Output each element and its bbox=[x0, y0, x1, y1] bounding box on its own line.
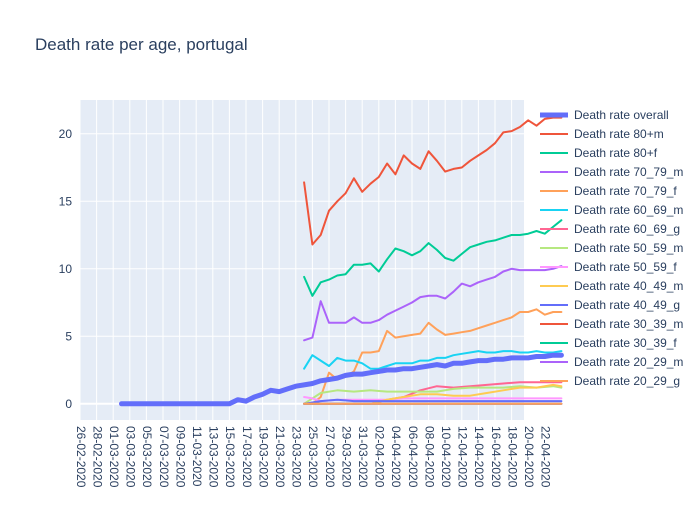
x-tick-label: 14-04-2020 bbox=[472, 426, 486, 488]
legend-label: Death rate 30_39_m bbox=[574, 317, 683, 331]
legend-label: Death rate 80+f bbox=[574, 146, 658, 160]
legend-label: Death rate 60_69_m bbox=[574, 203, 683, 217]
x-tick-label: 04-04-2020 bbox=[389, 426, 403, 488]
x-tick-label: 11-03-2020 bbox=[190, 426, 204, 487]
legend-label: Death rate 20_29_g bbox=[574, 374, 680, 388]
legend-item[interactable]: Death rate 60_69_g bbox=[540, 222, 680, 236]
legend-label: Death rate 20_29_m bbox=[574, 355, 683, 369]
x-tick-label: 10-04-2020 bbox=[439, 426, 453, 488]
chart-title: Death rate per age, portugal bbox=[35, 35, 248, 54]
legend-label: Death rate 40_49_g bbox=[574, 298, 680, 312]
legend-label: Death rate 80+m bbox=[574, 127, 664, 141]
y-tick-label: 20 bbox=[59, 127, 73, 141]
x-tick-label: 02-04-2020 bbox=[373, 426, 387, 488]
x-tick-label: 28-02-2020 bbox=[90, 426, 104, 488]
x-tick-label: 08-04-2020 bbox=[422, 426, 436, 488]
legend-item[interactable]: Death rate 50_59_m bbox=[540, 241, 683, 255]
legend-label: Death rate overall bbox=[574, 108, 669, 122]
legend-item[interactable]: Death rate 80+f bbox=[540, 146, 658, 160]
legend-item[interactable]: Death rate 30_39_m bbox=[540, 317, 683, 331]
x-tick-label: 05-03-2020 bbox=[140, 426, 154, 488]
y-tick-label: 10 bbox=[59, 262, 73, 276]
series-line-death-rate-80-m bbox=[303, 116, 563, 246]
legend-label: Death rate 30_39_f bbox=[574, 336, 677, 350]
y-tick-label: 15 bbox=[59, 194, 73, 208]
series-line-death-rate-60-69-m bbox=[303, 350, 563, 370]
legend-item[interactable]: Death rate 20_29_g bbox=[540, 374, 680, 388]
x-tick-label: 16-04-2020 bbox=[489, 426, 503, 488]
x-tick-label: 07-03-2020 bbox=[157, 426, 171, 488]
x-tick-label: 01-03-2020 bbox=[107, 426, 121, 488]
x-tick-label: 22-04-2020 bbox=[539, 426, 553, 488]
legend-label: Death rate 50_59_m bbox=[574, 241, 683, 255]
x-tick-label: 18-04-2020 bbox=[505, 426, 519, 488]
x-tick-label: 21-03-2020 bbox=[273, 426, 287, 488]
legend[interactable]: Death rate overall Death rate 80+m Death r… bbox=[540, 108, 683, 388]
x-tick-label: 27-03-2020 bbox=[323, 426, 337, 488]
x-tick-label: 06-04-2020 bbox=[406, 426, 420, 488]
legend-label: Death rate 40_49_m bbox=[574, 279, 683, 293]
x-tick-label: 20-04-2020 bbox=[522, 426, 536, 488]
x-tick-label: 19-03-2020 bbox=[256, 426, 270, 488]
legend-label: Death rate 70_79_m bbox=[574, 165, 683, 179]
legend-label: Death rate 50_59_f bbox=[574, 260, 677, 274]
y-tick-label: 0 bbox=[65, 397, 72, 411]
legend-item[interactable]: Death rate 70_79_f bbox=[540, 184, 677, 198]
x-tick-label: 13-03-2020 bbox=[207, 426, 221, 488]
legend-label: Death rate 60_69_g bbox=[574, 222, 680, 236]
x-tick-label: 17-03-2020 bbox=[240, 426, 254, 488]
legend-label: Death rate 70_79_f bbox=[574, 184, 677, 198]
series-line-death-rate-overall bbox=[119, 352, 564, 407]
series-line-death-rate-40-49-g bbox=[303, 398, 563, 405]
legend-item[interactable]: Death rate 20_29_m bbox=[540, 355, 683, 369]
y-tick-label: 5 bbox=[65, 329, 72, 343]
legend-item[interactable]: Death rate overall bbox=[540, 108, 669, 122]
series-lines bbox=[119, 116, 564, 407]
legend-item[interactable]: Death rate 60_69_m bbox=[540, 203, 683, 217]
x-tick-label: 15-03-2020 bbox=[223, 426, 237, 488]
series-line-death-rate-80-f bbox=[303, 219, 563, 297]
legend-item[interactable]: Death rate 30_39_f bbox=[540, 336, 677, 350]
x-tick-label: 31-03-2020 bbox=[356, 426, 370, 488]
x-tick-label: 26-02-2020 bbox=[74, 426, 88, 488]
x-tick-label: 25-03-2020 bbox=[306, 426, 320, 488]
legend-item[interactable]: Death rate 40_49_g bbox=[540, 298, 680, 312]
legend-item[interactable]: Death rate 80+m bbox=[540, 127, 664, 141]
y-axis: 0 5 10 15 20 bbox=[59, 127, 73, 411]
legend-item[interactable]: Death rate 70_79_m bbox=[540, 165, 683, 179]
x-tick-label: 12-04-2020 bbox=[456, 426, 470, 488]
series-line-death-rate-70-79-m bbox=[303, 265, 563, 342]
legend-item[interactable]: Death rate 40_49_m bbox=[540, 279, 683, 293]
legend-item[interactable]: Death rate 50_59_f bbox=[540, 260, 677, 274]
x-tick-label: 23-03-2020 bbox=[290, 426, 304, 488]
x-tick-label: 03-03-2020 bbox=[124, 426, 138, 488]
x-tick-label: 09-03-2020 bbox=[173, 426, 187, 488]
x-axis: 26-02-2020 28-02-2020 01-03-2020 03-03-2020… bbox=[74, 426, 553, 488]
x-tick-label: 29-03-2020 bbox=[339, 426, 353, 488]
